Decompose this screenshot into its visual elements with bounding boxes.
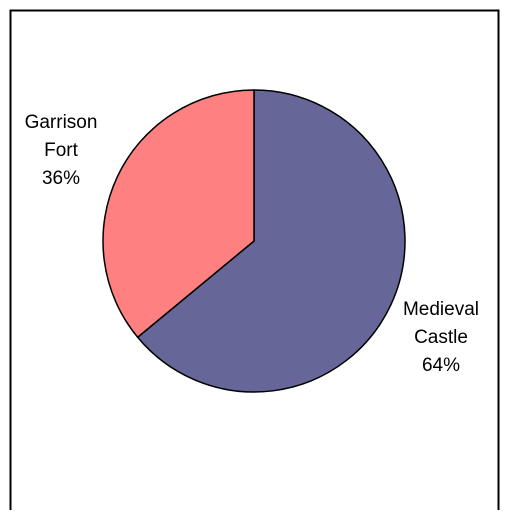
slice-label-line: Castle [414,327,468,348]
slice-label-line: Fort [44,140,79,161]
slice-label-line: 64% [422,355,460,376]
pie-slice-0 [136,89,406,393]
slice-label-line: 36% [42,168,80,189]
slice-label-0: Medieval Castle 64% [403,299,479,376]
pie-slice-1 [102,89,255,338]
pie-slices [102,89,406,393]
pie-labels: Medieval Castle 64% Garrison Fort 36% [25,112,479,376]
slice-label-line: Garrison [25,112,98,133]
chart-border [9,9,500,510]
slice-label-line: Medieval [403,299,479,320]
slice-label-1: Garrison Fort 36% [25,112,98,189]
